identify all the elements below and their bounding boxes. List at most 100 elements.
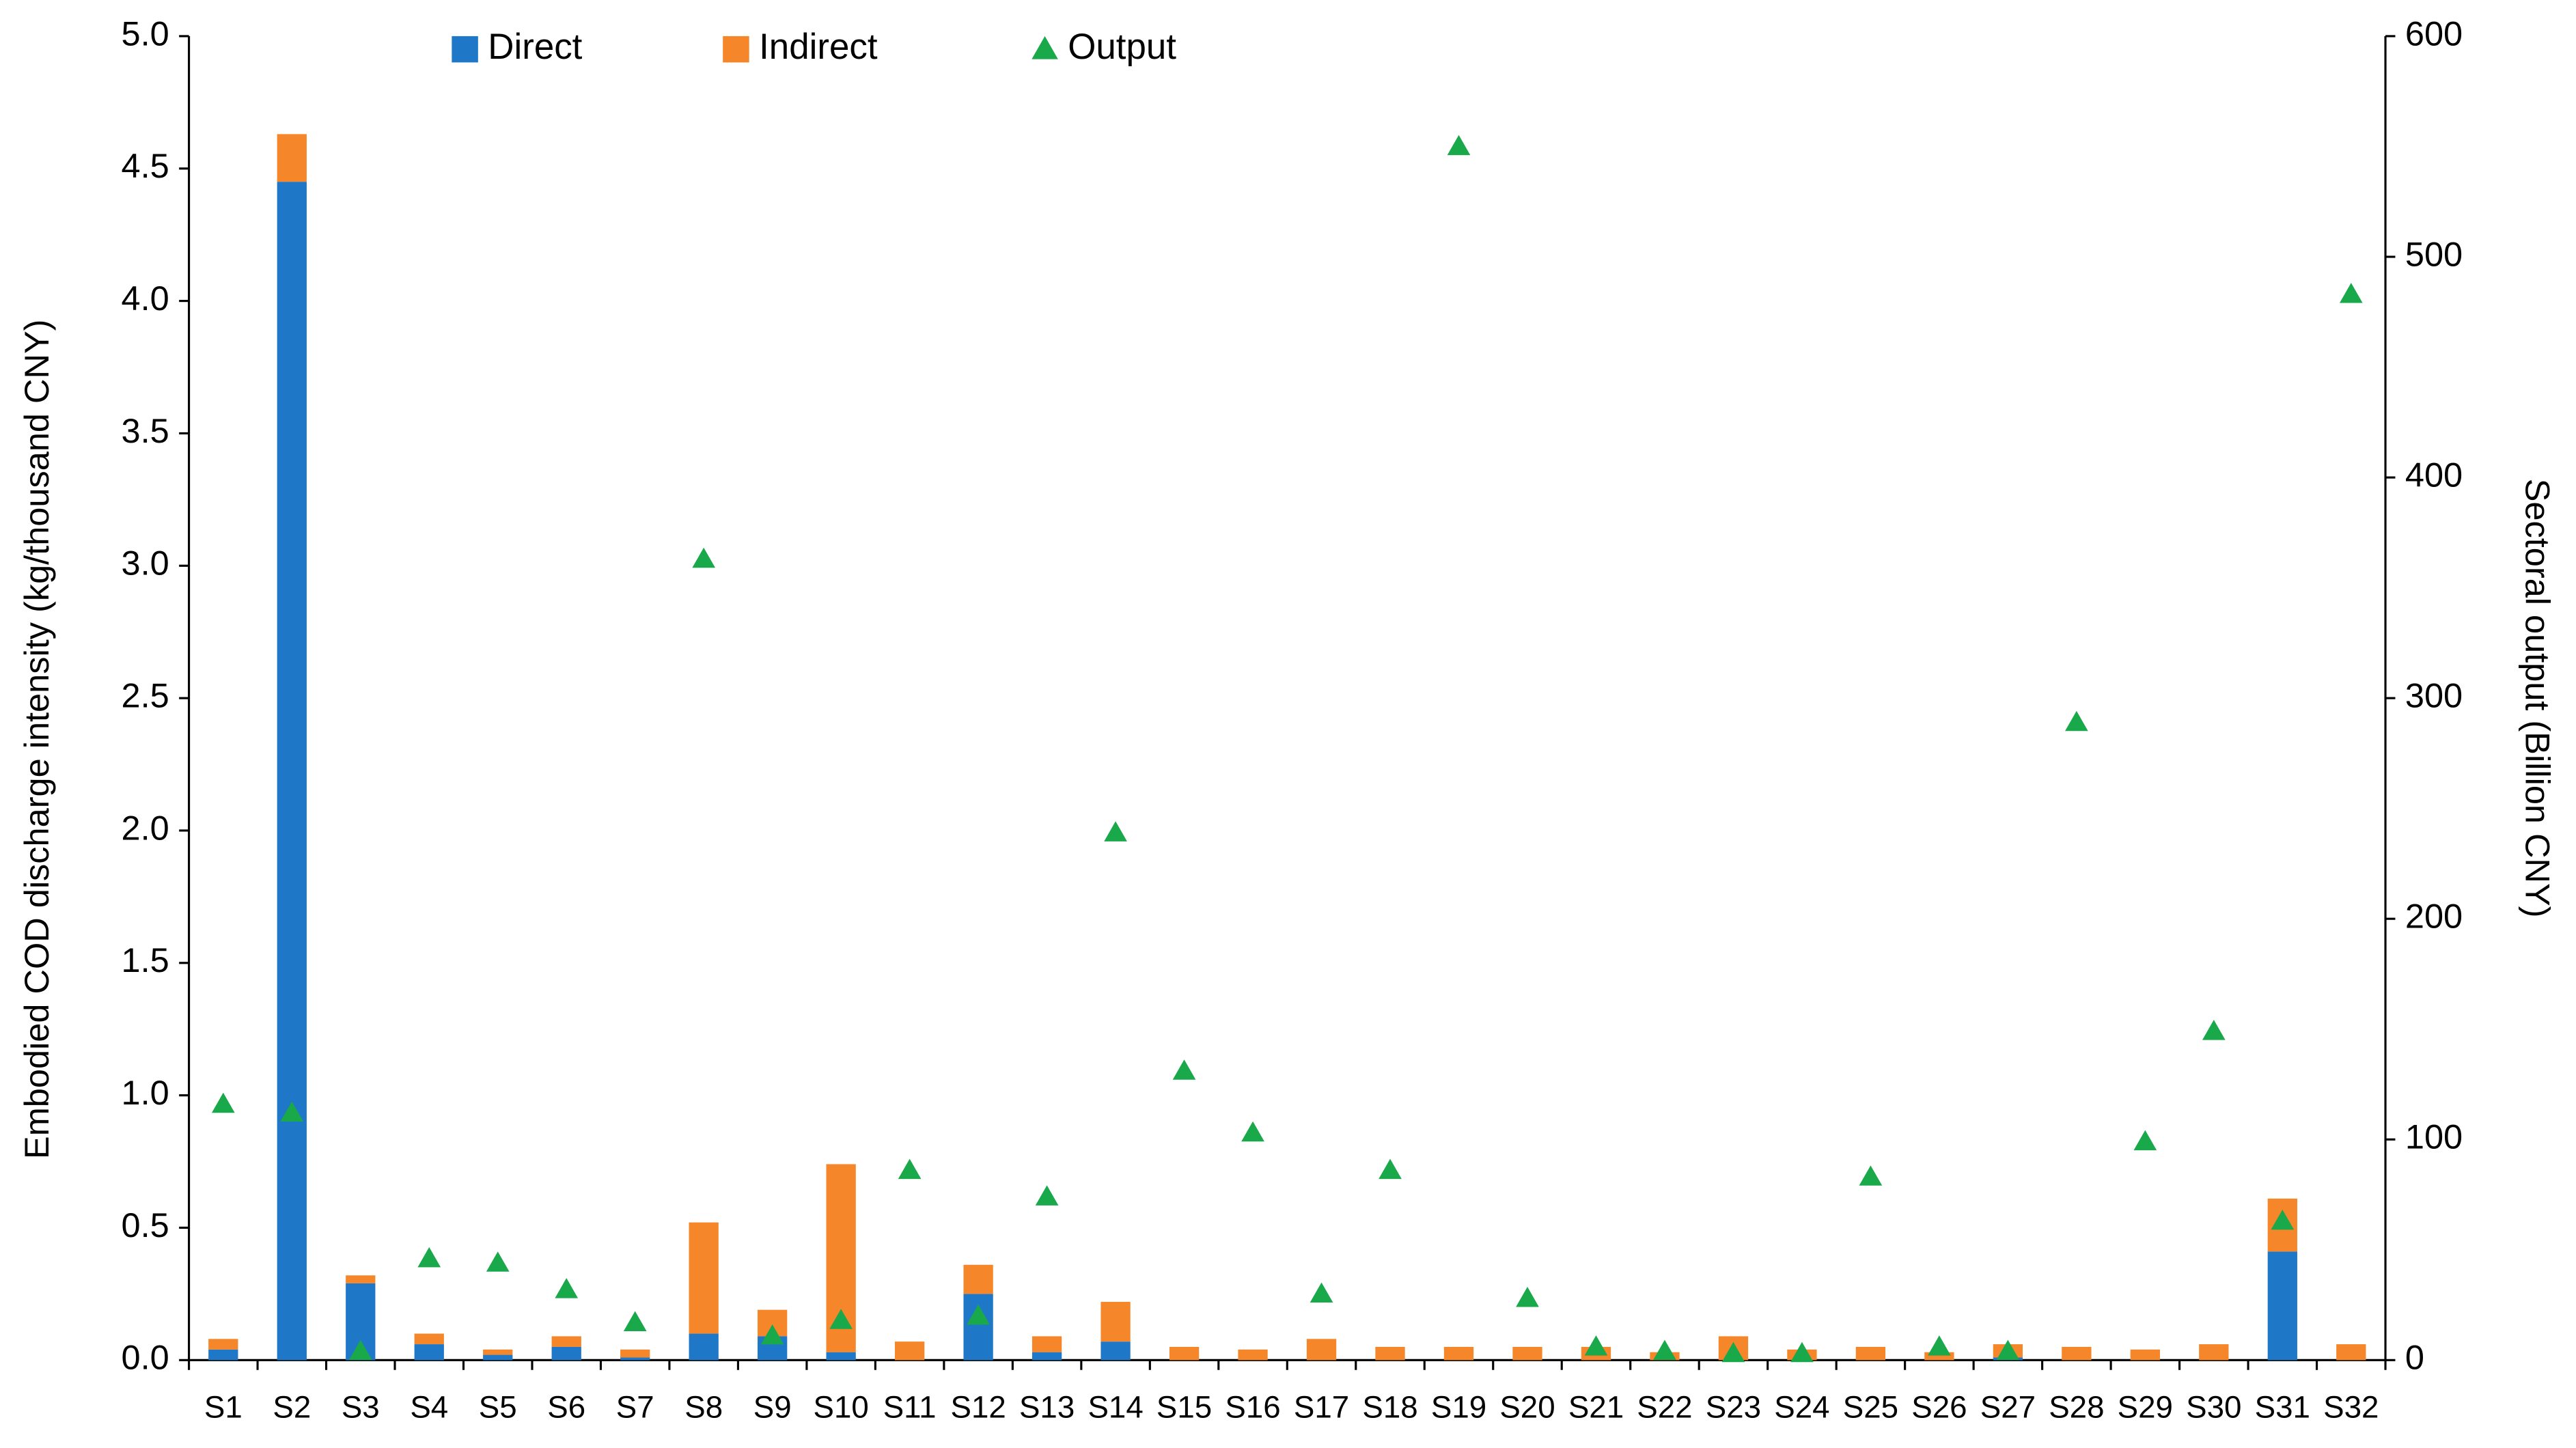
bar-segment [689, 1222, 719, 1334]
y2-tick-label: 100 [2405, 1117, 2463, 1156]
marker [555, 1278, 579, 1298]
x-tick-label: S16 [1225, 1390, 1280, 1425]
bar-segment [1306, 1339, 1337, 1361]
marker [280, 1101, 304, 1122]
marker [1104, 821, 1127, 841]
x-tick-label: S22 [1637, 1390, 1692, 1425]
bar-segment [1512, 1346, 1542, 1361]
marker [1172, 1059, 1196, 1080]
bar-segment [963, 1294, 993, 1361]
bar-segment [826, 1352, 856, 1361]
y2-tick-label: 600 [2405, 14, 2463, 53]
bar-segment [483, 1349, 513, 1355]
marker [1241, 1121, 1264, 1142]
x-tick-label: S28 [2049, 1390, 2104, 1425]
x-tick-label: S21 [1568, 1390, 1624, 1425]
y-tick-label: 1.0 [122, 1073, 169, 1112]
legend-swatch [452, 36, 478, 63]
y-tick-label: 0.0 [122, 1338, 169, 1377]
bar-segment [1031, 1336, 1062, 1352]
y2-tick-label: 500 [2405, 234, 2463, 273]
marker [2133, 1130, 2157, 1151]
x-tick-label: S32 [2323, 1390, 2379, 1425]
bar-segment [1375, 1346, 1405, 1361]
bar-segment [1169, 1346, 1200, 1361]
y2-tick-label: 0 [2405, 1338, 2424, 1377]
bar-segment [414, 1344, 444, 1361]
marker [1516, 1287, 1539, 1307]
x-tick-label: S18 [1362, 1390, 1417, 1425]
marker [1721, 1341, 1745, 1363]
bar-segment [1100, 1341, 1131, 1361]
bar-segment [551, 1336, 581, 1347]
y-axis-title: Embodied COD discharge intensity (kg/tho… [17, 320, 56, 1159]
y-tick-label: 4.0 [122, 279, 169, 318]
marker [623, 1311, 647, 1332]
x-tick-label: S20 [1499, 1390, 1555, 1425]
x-tick-label: S19 [1431, 1390, 1486, 1425]
marker [348, 1339, 372, 1361]
x-tick-label: S6 [547, 1390, 585, 1425]
legend-swatch [723, 36, 749, 63]
marker [829, 1309, 853, 1329]
bar-segment [2336, 1344, 2366, 1361]
y-tick-label: 5.0 [122, 14, 169, 53]
bar-segment [551, 1346, 581, 1361]
marker [2065, 710, 2088, 732]
bar-segment [1100, 1302, 1131, 1342]
x-tick-label: S25 [1843, 1390, 1898, 1425]
x-tick-label: S8 [684, 1390, 723, 1425]
bar-segment [2267, 1251, 2297, 1361]
marker [1859, 1165, 1883, 1186]
marker [1035, 1185, 1059, 1206]
marker [1310, 1282, 1333, 1303]
marker [1653, 1339, 1676, 1361]
marker [2339, 283, 2363, 303]
y-tick-label: 2.0 [122, 808, 169, 847]
y2-tick-label: 300 [2405, 676, 2463, 714]
x-tick-label: S10 [814, 1390, 869, 1425]
bar-segment [963, 1264, 993, 1294]
bar-segment [1238, 1349, 1268, 1361]
marker [1996, 1339, 2020, 1361]
marker [2271, 1209, 2295, 1230]
marker [1928, 1335, 1951, 1356]
bar-segment [1443, 1346, 1474, 1361]
x-tick-label: S31 [2255, 1390, 2310, 1425]
x-tick-label: S3 [342, 1390, 380, 1425]
marker [417, 1247, 441, 1268]
marker [211, 1092, 235, 1113]
x-tick-label: S2 [273, 1390, 311, 1425]
marker [898, 1158, 922, 1180]
y-tick-label: 1.5 [122, 941, 169, 979]
x-tick-label: S7 [616, 1390, 654, 1425]
y-tick-label: 2.5 [122, 676, 169, 714]
bar-segment [1855, 1346, 1886, 1361]
y2-tick-label: 200 [2405, 897, 2463, 936]
legend-label: Output [1068, 27, 1176, 67]
x-tick-label: S12 [950, 1390, 1006, 1425]
y-tick-label: 3.0 [122, 544, 169, 583]
x-tick-label: S24 [1774, 1390, 1829, 1425]
bar-segment [2199, 1344, 2229, 1361]
x-tick-label: S5 [479, 1390, 517, 1425]
x-tick-label: S23 [1706, 1390, 1761, 1425]
y-tick-label: 3.5 [122, 411, 169, 450]
bar-segment [277, 134, 307, 182]
x-tick-label: S27 [1980, 1390, 2036, 1425]
legend-label: Direct [488, 27, 582, 67]
x-tick-label: S30 [2186, 1390, 2241, 1425]
bar-segment [620, 1349, 650, 1358]
marker [692, 547, 716, 568]
bar-segment [1924, 1352, 1954, 1361]
y-tick-label: 0.5 [122, 1206, 169, 1244]
y-tick-label: 4.5 [122, 146, 169, 185]
legend-swatch [1031, 36, 1058, 59]
bar-segment [346, 1275, 376, 1283]
marker [1379, 1158, 1402, 1180]
marker [2202, 1020, 2226, 1040]
bar-segment [414, 1333, 444, 1345]
x-tick-label: S4 [410, 1390, 448, 1425]
bar-segment [620, 1357, 650, 1361]
